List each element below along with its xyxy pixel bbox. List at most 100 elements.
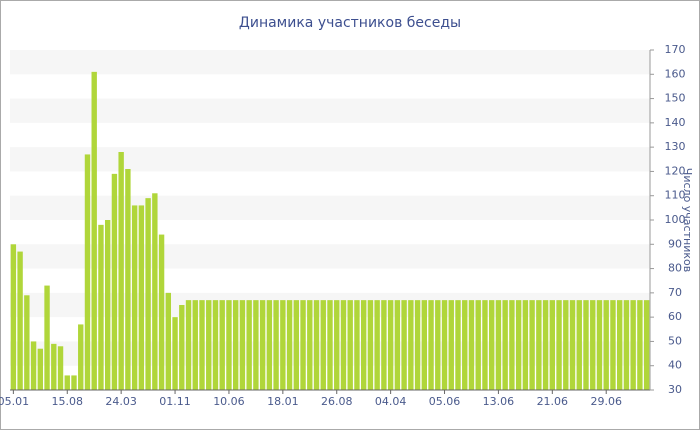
bar bbox=[340, 300, 347, 390]
x-tick-label: 05.06 bbox=[429, 395, 461, 408]
x-tick-label: 24.03 bbox=[105, 395, 137, 408]
x-tick-label: 01.11 bbox=[159, 395, 191, 408]
bar bbox=[334, 300, 340, 390]
x-tick-label: 10.06 bbox=[213, 395, 245, 408]
bar bbox=[583, 300, 589, 390]
bar bbox=[536, 300, 542, 390]
bar bbox=[313, 300, 320, 390]
bar bbox=[488, 300, 495, 390]
bar bbox=[91, 71, 97, 390]
bar bbox=[515, 300, 522, 390]
bar bbox=[509, 300, 515, 390]
bar bbox=[57, 346, 64, 390]
bar bbox=[293, 300, 300, 390]
bar bbox=[616, 300, 623, 390]
bar bbox=[179, 305, 185, 390]
bar bbox=[408, 300, 414, 390]
x-tick-label: 13.06 bbox=[483, 395, 515, 408]
bar bbox=[549, 300, 556, 390]
bar bbox=[360, 300, 367, 390]
chart-title: Динамика участников беседы bbox=[239, 15, 461, 31]
y-tick-label: 140 bbox=[665, 116, 686, 129]
bar bbox=[206, 300, 212, 390]
grid-band bbox=[10, 50, 650, 75]
bar bbox=[17, 251, 23, 390]
bar bbox=[219, 300, 225, 390]
bar bbox=[232, 300, 239, 390]
bar bbox=[630, 300, 636, 390]
y-tick-label: 30 bbox=[668, 383, 682, 396]
bar bbox=[610, 300, 616, 390]
bar bbox=[320, 300, 326, 390]
bar bbox=[104, 220, 111, 390]
bar bbox=[563, 300, 569, 390]
y-tick-label: 70 bbox=[668, 286, 682, 299]
bar bbox=[273, 300, 279, 390]
x-tick-label: 21.06 bbox=[537, 395, 569, 408]
bar bbox=[185, 300, 192, 390]
bar bbox=[125, 169, 131, 390]
y-tick-label: 170 bbox=[665, 43, 686, 56]
bar bbox=[131, 205, 138, 390]
bar bbox=[428, 300, 434, 390]
bar bbox=[10, 244, 17, 390]
grid-band bbox=[10, 147, 650, 172]
bar bbox=[212, 300, 219, 390]
bar bbox=[118, 152, 124, 390]
bar bbox=[111, 173, 118, 390]
bar bbox=[51, 343, 57, 390]
bar bbox=[623, 300, 630, 390]
bar bbox=[468, 300, 475, 390]
bar bbox=[37, 348, 44, 390]
bar bbox=[165, 292, 172, 390]
bar bbox=[522, 300, 529, 390]
grid-band bbox=[10, 195, 650, 220]
bar bbox=[556, 300, 562, 390]
x-tick-label: 29.06 bbox=[590, 395, 622, 408]
bar bbox=[637, 300, 643, 390]
bar bbox=[152, 193, 158, 390]
bar bbox=[347, 300, 353, 390]
bar bbox=[475, 300, 481, 390]
bar bbox=[596, 300, 603, 390]
x-tick-label: 05.01 bbox=[0, 395, 29, 408]
y-tick-label: 90 bbox=[668, 237, 682, 250]
bar bbox=[44, 285, 50, 390]
bar bbox=[239, 300, 246, 390]
bar bbox=[435, 300, 441, 390]
bar bbox=[569, 300, 576, 390]
bar bbox=[603, 300, 609, 390]
y-tick-label: 160 bbox=[665, 67, 686, 80]
bar bbox=[98, 224, 104, 390]
bar bbox=[495, 300, 502, 390]
bar bbox=[482, 300, 488, 390]
bar bbox=[145, 198, 151, 390]
bar bbox=[414, 300, 421, 390]
bar bbox=[30, 341, 37, 390]
bar bbox=[643, 300, 650, 390]
x-tick-label: 15.08 bbox=[52, 395, 84, 408]
bar bbox=[374, 300, 380, 390]
bar bbox=[462, 300, 468, 390]
x-tick-label: 04.04 bbox=[375, 395, 407, 408]
y-tick-label: 50 bbox=[668, 334, 682, 347]
bar bbox=[307, 300, 313, 390]
bar bbox=[300, 300, 306, 390]
bar bbox=[246, 300, 252, 390]
y-tick-label: 110 bbox=[665, 189, 686, 202]
bar bbox=[226, 300, 232, 390]
y-tick-label: 40 bbox=[668, 359, 682, 372]
bar bbox=[542, 300, 549, 390]
bar bbox=[502, 300, 508, 390]
bar bbox=[529, 300, 535, 390]
bar bbox=[71, 375, 77, 390]
y-tick-label: 120 bbox=[665, 164, 686, 177]
bar bbox=[576, 300, 582, 390]
bar bbox=[448, 300, 454, 390]
bar bbox=[401, 300, 407, 390]
bar bbox=[441, 300, 448, 390]
bar bbox=[327, 300, 333, 390]
y-axis-label: Число участников bbox=[681, 168, 694, 272]
y-tick-label: 130 bbox=[665, 140, 686, 153]
